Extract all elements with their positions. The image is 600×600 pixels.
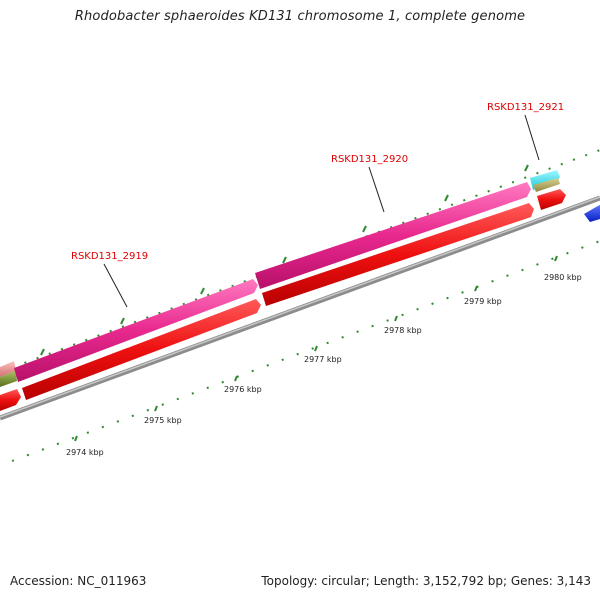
accession-text: Accession: NC_011963 bbox=[10, 574, 147, 588]
scale-label-2974: 2974 kbp bbox=[66, 448, 104, 457]
gene-feature bbox=[0, 361, 16, 377]
scale-label-2976: 2976 kbp bbox=[224, 385, 262, 394]
outer-tick-line bbox=[0, 149, 600, 373]
gene-label-2921[interactable]: RSKD131_2921 bbox=[487, 102, 564, 113]
cds-feature bbox=[262, 203, 534, 306]
forward-feature-track bbox=[0, 170, 560, 387]
scale-label-2980: 2980 kbp bbox=[544, 273, 582, 282]
inner-major-tick bbox=[474, 285, 478, 292]
gene-feature bbox=[0, 371, 17, 387]
scale-label-2978: 2978 kbp bbox=[384, 326, 422, 335]
genome-backbone bbox=[0, 195, 600, 421]
gene-labels: RSKD131_2919 RSKD131_2920 RSKD131_2921 bbox=[71, 102, 564, 262]
outer-major-tick bbox=[444, 194, 449, 202]
scale-label-2977: 2977 kbp bbox=[304, 355, 342, 364]
gene-label-2919[interactable]: RSKD131_2919 bbox=[71, 251, 148, 262]
inner-major-tick bbox=[394, 315, 398, 322]
cds-feature bbox=[584, 205, 600, 222]
backbone-highlight bbox=[0, 196, 600, 418]
inner-scale-track bbox=[11, 240, 600, 462]
outer-major-tick bbox=[282, 256, 287, 264]
outer-major-tick bbox=[200, 287, 205, 295]
inner-major-tick bbox=[234, 375, 238, 382]
scale-label-2975: 2975 kbp bbox=[144, 416, 182, 425]
cds-feature bbox=[537, 189, 566, 210]
outer-major-tick bbox=[524, 164, 529, 172]
genome-summary-text: Topology: circular; Length: 3,152,792 bp… bbox=[261, 574, 591, 588]
backbone-line bbox=[0, 195, 600, 421]
map-title: Rhodobacter sphaeroides KD131 chromosome… bbox=[74, 9, 526, 24]
scale-labels: 2974 kbp 2975 kbp 2976 kbp 2977 kbp 2978… bbox=[66, 273, 582, 457]
gene-feature-2919 bbox=[14, 279, 258, 382]
cds-feature bbox=[0, 389, 21, 411]
gene-label-2920[interactable]: RSKD131_2920 bbox=[331, 154, 408, 165]
leader-line-2919 bbox=[103, 263, 128, 308]
outer-tick-track bbox=[0, 149, 600, 373]
scale-label-2979: 2979 kbp bbox=[464, 297, 502, 306]
cds-feature bbox=[22, 299, 261, 400]
gene-feature-2920 bbox=[255, 182, 531, 289]
inner-major-ticks bbox=[74, 255, 558, 442]
inner-major-tick bbox=[554, 255, 558, 262]
outer-major-tick bbox=[40, 348, 45, 356]
label-leader-lines bbox=[103, 114, 540, 308]
cds-track bbox=[0, 189, 600, 411]
outer-major-tick bbox=[362, 225, 367, 233]
inner-major-tick bbox=[154, 405, 158, 412]
inner-major-tick bbox=[314, 345, 318, 352]
outer-major-ticks bbox=[40, 164, 529, 356]
gene-feature bbox=[533, 178, 560, 192]
leader-line-2920 bbox=[368, 166, 385, 213]
inner-major-tick bbox=[74, 435, 78, 442]
outer-major-tick bbox=[120, 317, 125, 325]
leader-line-2921 bbox=[524, 114, 540, 161]
